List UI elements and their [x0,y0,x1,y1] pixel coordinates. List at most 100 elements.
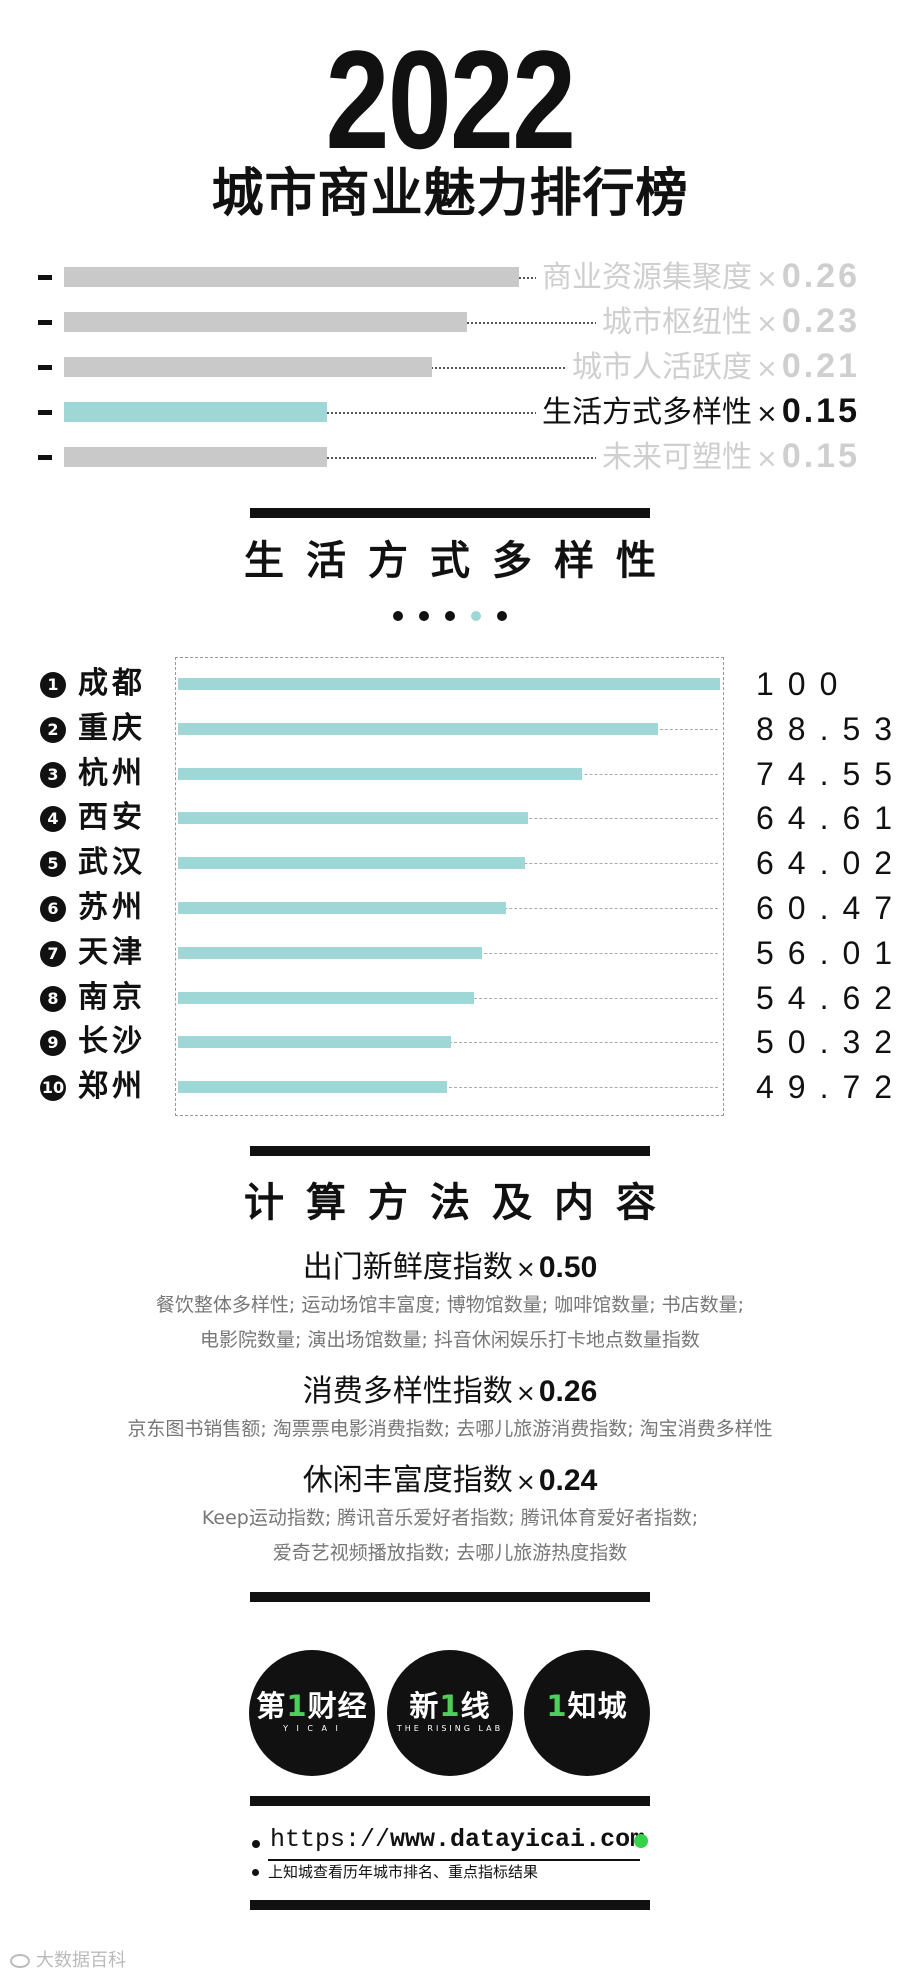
logo-text-b: 线 [460,1689,491,1723]
method-name: 消费多样性指数 [302,1374,513,1409]
weight-bar [64,402,327,422]
weight-label: 商业资源集聚度 × 0.26 [536,256,860,296]
page-dot [471,611,481,621]
page-dot [393,611,403,621]
dotted-leader [64,367,844,369]
logo-subtitle: Y I C A I [283,1724,341,1733]
value-label: 54.62 [756,979,900,1016]
ranking-row: 6 苏州 60.47 [40,886,892,930]
website-url[interactable]: https://www.datayicai.com [270,1825,646,1854]
weight-value: 0.15 [781,392,860,430]
weight-name: 未来可塑性 [602,440,753,475]
page-dot [497,611,507,621]
dash-marker [38,275,52,280]
page-title: 城市商业魅力排行榜 [211,164,689,224]
url-underline [268,1859,640,1861]
page-dot [419,611,429,621]
weight-bar [64,267,519,287]
value-bar [178,991,474,1004]
value-label: 64.02 [756,845,900,882]
rank-badge: 10 [40,1075,66,1102]
section-divider-url [250,1796,650,1806]
multiply-sign: × [515,1379,536,1407]
weight-value: 0.15 [781,437,860,475]
bullet-dot [252,1869,259,1876]
logo-text-b: 财经 [307,1689,368,1723]
value-bar [178,857,525,870]
website-link[interactable]: https://www.datayicai.com [250,1820,650,1864]
weight-name: 城市人活跃度 [572,350,753,385]
city-name: 成都 [78,666,146,701]
value-label: 49.72 [756,1069,900,1106]
value-label: 56.01 [756,934,900,971]
ranking-row: 8 南京 54.62 [40,976,892,1020]
rising-lab-logo: 新1线 THE RISING LAB [387,1650,513,1776]
ranking-row: 4 西安 64.61 [40,796,892,840]
logo-mark-icon: 1 [286,1689,308,1723]
weight-bar [64,312,467,332]
logo-text-b: 知城 [567,1689,628,1723]
rank-badge: 6 [40,896,66,922]
weight-row: 城市枢纽性 × 0.23 [38,301,860,341]
city-name: 郑州 [78,1069,146,1105]
logo-text-a: 新 [409,1689,440,1723]
weight-bar [64,357,432,377]
weight-label: 未来可塑性 × 0.15 [596,436,860,476]
multiply-sign: × [515,1468,536,1496]
yicai-logo: 第1财经 Y I C A I [249,1650,375,1776]
city-name: 长沙 [78,1024,146,1060]
city-name: 杭州 [78,755,146,791]
method-description: 京东图书销售额; 淘票票电影消费指数; 去哪儿旅游消费指数; 淘宝消费多样性 [127,1418,773,1440]
zhicheng-logo: 1知城 [524,1650,650,1776]
city-name: 重庆 [78,710,146,746]
method-heading: 出门新鲜度指数 × 0.50 [0,1248,900,1289]
method-weight: 0.24 [538,1464,598,1497]
weight-row: 生活方式多样性 × 0.15 [38,391,860,431]
weight-row: 城市人活跃度 × 0.21 [38,346,860,386]
ranking-row: 5 武汉 64.02 [40,841,892,885]
logo-subtitle: THE RISING LAB [396,1724,504,1733]
weight-name: 城市枢纽性 [602,305,753,340]
method-description: Keep运动指数; 腾讯音乐爱好者指数; 腾讯体育爱好者指数; [201,1507,699,1529]
multiply-sign: × [756,309,778,339]
city-name: 天津 [78,934,146,970]
value-bar [178,902,506,914]
weight-value: 0.26 [781,257,860,295]
dotted-leader [64,457,844,459]
multiply-sign: × [756,264,778,294]
footer-note: 上知城查看历年城市排名、重点指标结果 [250,1861,670,1883]
value-bar [178,678,720,690]
value-bar [178,1036,451,1049]
watermark: 大数据百科 [10,1946,126,1972]
value-label: 50.32 [756,1024,900,1061]
watermark-text: 大数据百科 [36,1950,126,1971]
page-dot [445,611,455,621]
logo-text: 新1线 [387,1690,513,1722]
weight-row: 未来可塑性 × 0.15 [38,436,860,476]
value-bar [178,812,528,825]
method-name: 休闲丰富度指数 [302,1463,513,1498]
bar-track [178,1087,718,1089]
dash-marker [38,455,52,460]
ranking-row: 1 成都 100 [40,662,870,706]
method-heading: 消费多样性指数 × 0.26 [0,1372,900,1413]
method-description: 爱奇艺视频播放指数; 去哪儿旅游热度指数 [272,1542,628,1564]
city-name: 武汉 [78,845,146,881]
value-label: 100 [756,666,852,702]
chart-frame [175,657,724,1116]
ranking-row: 9 长沙 50.32 [40,1020,892,1064]
value-label: 64.61 [756,800,900,837]
green-dot-icon [634,1834,648,1848]
value-label: 88.53 [756,710,900,747]
rank-badge: 3 [40,761,66,788]
rank-badge: 4 [40,806,66,833]
year-heading: 2022 [325,21,576,178]
value-bar [178,1081,447,1094]
bullet-dot [252,1840,260,1848]
ranking-row: 10 郑州 49.72 [40,1065,892,1109]
dotted-leader [64,412,844,414]
city-name: 西安 [78,800,146,836]
weight-label: 城市人活跃度 × 0.21 [566,346,860,386]
weight-value: 0.23 [781,302,860,340]
method-description: 餐饮整体多样性; 运动场馆丰富度; 博物馆数量; 咖啡馆数量; 书店数量; [155,1294,745,1316]
